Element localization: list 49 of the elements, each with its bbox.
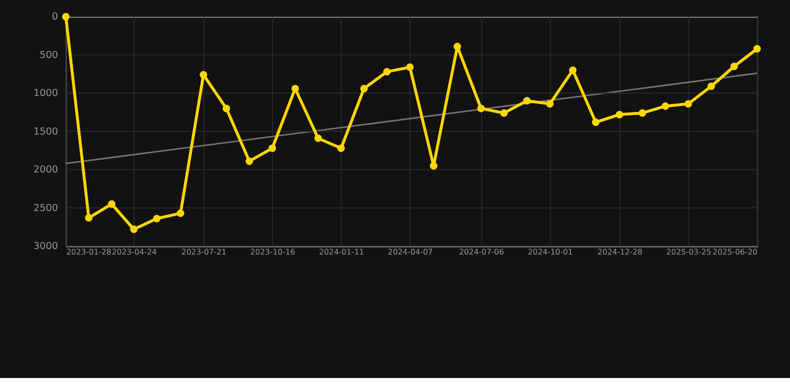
x-tick-label: 2024-01-11 — [319, 247, 364, 256]
point — [546, 100, 554, 108]
y-tick-label: 1000 — [33, 88, 58, 100]
x-tick-label: 2024-04-07 — [388, 247, 433, 256]
point — [569, 66, 577, 74]
point — [314, 134, 322, 142]
point — [62, 12, 70, 20]
y-tick-label: 500 — [40, 50, 58, 61]
point — [337, 144, 345, 152]
y-tick-label: 1500 — [33, 126, 58, 138]
x-tick-label: 2023-04-24 — [112, 247, 157, 256]
point — [85, 214, 93, 222]
point — [200, 71, 208, 79]
point — [291, 84, 299, 92]
point — [153, 214, 161, 222]
x-tick-label: 2025-03-25 — [666, 247, 712, 256]
point — [500, 109, 508, 117]
point — [592, 118, 600, 126]
x-tick-label: 2023-10-16 — [250, 247, 296, 256]
point — [523, 97, 531, 105]
x-tick-label: 2024-12-28 — [597, 247, 642, 256]
y-tick-label: 0 — [52, 12, 58, 23]
point — [108, 200, 116, 208]
y-tick-label: 3000 — [33, 241, 58, 252]
x-tick-label: 2025-06-20 — [712, 247, 758, 256]
point — [383, 68, 391, 76]
point — [246, 157, 254, 165]
point — [616, 110, 624, 118]
point — [268, 144, 276, 152]
point — [430, 162, 438, 170]
point — [753, 45, 761, 53]
point — [406, 63, 414, 71]
point — [730, 62, 738, 70]
point — [176, 209, 184, 217]
x-tick-label: 2024-07-06 — [459, 247, 504, 256]
point — [360, 84, 368, 92]
point — [477, 104, 485, 112]
x-tick-label: 2024-10-01 — [528, 247, 573, 256]
x-tick-label: 2023-01-28 — [66, 247, 112, 256]
point — [684, 100, 692, 108]
point — [130, 226, 138, 234]
point — [454, 42, 462, 50]
x-tick-label: 2023-07-21 — [181, 247, 226, 256]
point — [707, 82, 715, 90]
y-tick-label: 2000 — [33, 164, 58, 176]
point — [638, 109, 646, 117]
point — [662, 102, 670, 110]
y-tick-label: 2500 — [33, 202, 58, 214]
point — [222, 104, 230, 112]
